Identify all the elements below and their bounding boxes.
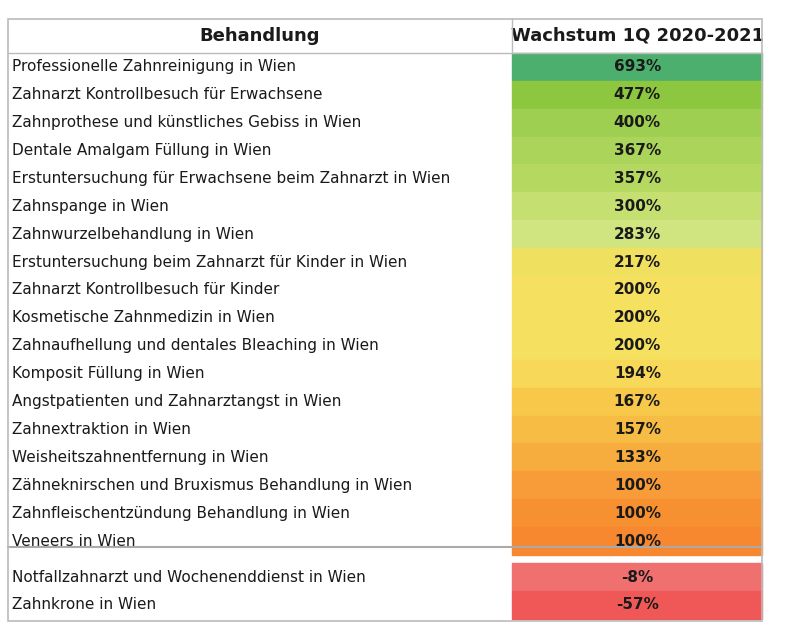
Text: 357%: 357% <box>614 171 661 186</box>
Text: 100%: 100% <box>614 506 660 521</box>
Text: 194%: 194% <box>614 366 660 381</box>
Text: Zahnaufhellung und dentales Bleaching in Wien: Zahnaufhellung und dentales Bleaching in… <box>12 338 378 353</box>
Text: 300%: 300% <box>614 199 661 214</box>
Bar <box>513 443 763 471</box>
Text: Zahnspange in Wien: Zahnspange in Wien <box>12 199 168 214</box>
Text: Angstpatienten und Zahnarztangst in Wien: Angstpatienten und Zahnarztangst in Wien <box>12 394 341 409</box>
Bar <box>513 360 763 388</box>
Text: 367%: 367% <box>614 143 661 158</box>
Text: 477%: 477% <box>614 87 661 102</box>
Text: 133%: 133% <box>614 450 660 465</box>
Text: 167%: 167% <box>614 394 661 409</box>
Text: 200%: 200% <box>614 310 661 325</box>
Bar <box>513 304 763 332</box>
Text: Zähneknirschen und Bruxismus Behandlung in Wien: Zähneknirschen und Bruxismus Behandlung … <box>12 478 411 493</box>
Text: Komposit Füllung in Wien: Komposit Füllung in Wien <box>12 366 204 381</box>
Text: 283%: 283% <box>614 226 661 242</box>
Bar <box>513 220 763 248</box>
Bar <box>513 527 763 555</box>
Text: Zahnfleischentzündung Behandlung in Wien: Zahnfleischentzündung Behandlung in Wien <box>12 506 350 521</box>
Text: -8%: -8% <box>621 570 653 585</box>
Text: 157%: 157% <box>614 422 660 437</box>
Bar <box>513 164 763 192</box>
Text: 200%: 200% <box>614 338 661 353</box>
Text: Notfallzahnarzt und Wochenenddienst in Wien: Notfallzahnarzt und Wochenenddienst in W… <box>12 570 365 585</box>
Text: 100%: 100% <box>614 534 660 549</box>
Text: Zahnarzt Kontrollbesuch für Erwachsene: Zahnarzt Kontrollbesuch für Erwachsene <box>12 87 322 102</box>
Text: 400%: 400% <box>614 115 661 130</box>
Bar <box>513 276 763 304</box>
Text: Zahnprothese und künstliches Gebiss in Wien: Zahnprothese und künstliches Gebiss in W… <box>12 115 361 130</box>
Bar <box>513 332 763 360</box>
Bar <box>513 53 763 81</box>
Bar <box>513 192 763 220</box>
Text: 200%: 200% <box>614 282 661 297</box>
Text: Wachstum 1Q 2020-2021: Wachstum 1Q 2020-2021 <box>511 27 764 45</box>
Bar <box>513 248 763 276</box>
Bar <box>513 81 763 109</box>
Bar <box>513 388 763 415</box>
Text: Zahnkrone in Wien: Zahnkrone in Wien <box>12 598 156 613</box>
Bar <box>513 471 763 499</box>
Text: Zahnarzt Kontrollbesuch für Kinder: Zahnarzt Kontrollbesuch für Kinder <box>12 282 279 297</box>
Bar <box>513 109 763 137</box>
Text: Erstuntersuchung für Erwachsene beim Zahnarzt in Wien: Erstuntersuchung für Erwachsene beim Zah… <box>12 171 450 186</box>
Text: Weisheitszahnentfernung in Wien: Weisheitszahnentfernung in Wien <box>12 450 268 465</box>
Text: Professionelle Zahnreinigung in Wien: Professionelle Zahnreinigung in Wien <box>12 59 296 74</box>
Bar <box>513 137 763 164</box>
Text: Behandlung: Behandlung <box>199 27 320 45</box>
Text: Erstuntersuchung beim Zahnarzt für Kinder in Wien: Erstuntersuchung beim Zahnarzt für Kinde… <box>12 254 407 269</box>
Text: 217%: 217% <box>614 254 661 269</box>
Text: 100%: 100% <box>614 478 660 493</box>
Text: -57%: -57% <box>616 598 659 613</box>
Bar <box>513 563 763 591</box>
Text: Dentale Amalgam Füllung in Wien: Dentale Amalgam Füllung in Wien <box>12 143 271 158</box>
Bar <box>513 415 763 443</box>
Text: Kosmetische Zahnmedizin in Wien: Kosmetische Zahnmedizin in Wien <box>12 310 274 325</box>
Bar <box>513 591 763 619</box>
Bar <box>513 499 763 527</box>
Text: Zahnextraktion in Wien: Zahnextraktion in Wien <box>12 422 191 437</box>
Text: Zahnwurzelbehandlung in Wien: Zahnwurzelbehandlung in Wien <box>12 226 253 242</box>
Text: 693%: 693% <box>614 59 661 74</box>
Text: Veneers in Wien: Veneers in Wien <box>12 534 135 549</box>
